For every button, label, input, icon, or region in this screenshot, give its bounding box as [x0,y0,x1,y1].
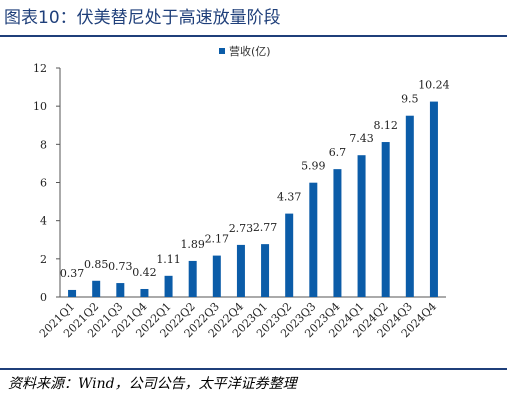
bar-2021Q2 [92,280,101,297]
data-label-2022Q4: 2.73 [229,222,254,235]
bar-group [68,101,438,297]
bar-2022Q3 [212,255,221,297]
data-label-2023Q4: 6.7 [329,146,347,159]
bar-2022Q1 [164,275,173,297]
data-label-2024Q4: 10.24 [418,79,450,92]
bar-2024Q3 [405,115,414,297]
chart-axes: 0 2 4 6 8 10 12 [33,62,446,304]
bar-2023Q4 [333,169,342,297]
footer-rule [0,368,507,370]
data-label-2021Q2: 0.85 [84,258,109,271]
title-rule [0,35,507,37]
bar-2023Q1 [261,244,270,297]
data-label-2021Q4: 0.42 [132,266,157,279]
legend-label: 营收(亿) [229,44,271,58]
data-label-group: 0.370.85 0.73 0.421.11 1.89 2.172.73 2.77 4.37… [60,79,450,280]
y-tick-label: 6 [40,177,47,190]
data-label-2024Q1: 7.43 [349,132,374,145]
data-label-2023Q3: 5.99 [301,160,326,173]
bar-2023Q3 [309,182,318,297]
bar-2024Q2 [381,142,390,297]
y-tick-label: 2 [40,253,47,266]
data-label-2022Q1: 1.11 [156,253,181,266]
x-tick-group: 2021Q12021Q22021Q32021Q42022Q12022Q22022… [37,300,439,340]
chart-legend: 营收(亿) [219,44,271,58]
legend-swatch [219,48,225,54]
data-label-2024Q3: 9.5 [401,93,419,106]
revenue-bar-chart: 营收(亿) 0 2 4 6 8 10 12 0.370.85 0.73 0.421.11 1.89… [33,44,450,340]
source-note: 资料来源：Wind，公司公告，太平洋证券整理 [8,376,297,392]
data-label-2022Q2: 1.89 [180,238,205,251]
y-tick-label: 8 [40,138,47,151]
y-tick-label: 4 [40,215,47,228]
bar-2021Q4 [140,288,149,297]
data-label-2024Q2: 8.12 [373,119,398,132]
bar-2024Q1 [357,155,366,297]
data-label-2023Q2: 4.37 [277,191,302,204]
bar-2021Q1 [68,289,77,297]
bar-2022Q4 [236,244,245,297]
data-label-2023Q1: 2.77 [253,221,278,234]
bar-2021Q3 [116,283,125,297]
y-tick-label: 10 [33,100,47,113]
figure-title: 图表10：伏美替尼处于高速放量阶段 [4,8,281,28]
data-label-2022Q3: 2.17 [205,233,230,246]
y-tick-label: 12 [33,62,47,75]
bar-2024Q4 [429,101,438,297]
bar-2023Q2 [285,213,294,297]
y-tick-label: 0 [40,291,47,304]
data-label-2021Q1: 0.37 [60,267,85,280]
data-label-2021Q3: 0.73 [108,260,133,273]
bar-2022Q2 [188,260,197,297]
